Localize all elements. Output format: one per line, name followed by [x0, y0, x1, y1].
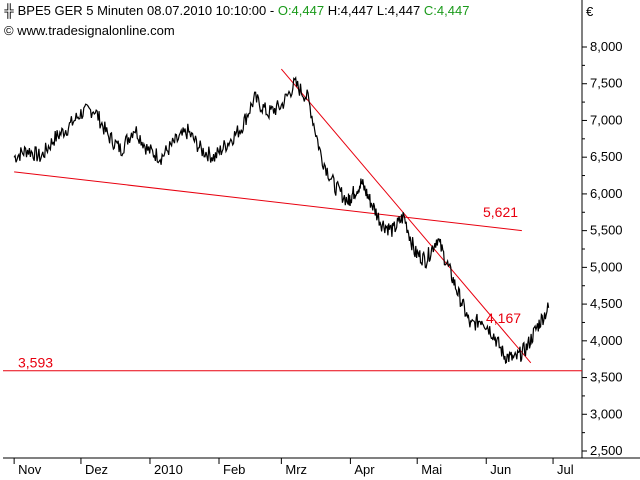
trendline [14, 171, 522, 232]
x-tick-label: Jun [490, 462, 511, 477]
low-value: L:4,447 [376, 3, 421, 18]
y-tick-label: 4,000 [590, 333, 623, 348]
y-tick-label: 8,000 [590, 39, 623, 54]
y-tick-label: 2,500 [590, 443, 623, 458]
x-tick-label: Mai [421, 462, 442, 477]
y-tick-label: 6,000 [590, 186, 623, 201]
price-annotation: 5,621 [483, 204, 518, 220]
y-tick-label: 7,500 [590, 76, 623, 91]
y-tick-label: 7,000 [590, 112, 623, 127]
price-line [13, 76, 550, 365]
open-value: O:4,447 [277, 3, 325, 18]
price-annotation: 3,593 [18, 355, 53, 371]
y-tick-label: 4,500 [590, 296, 623, 311]
x-tick-label: Dez [85, 462, 108, 477]
x-tick-label: Apr [354, 462, 375, 477]
high-value: H:4,447 [327, 3, 374, 18]
x-tick-label: Mrz [285, 462, 307, 477]
symbol-label: BPE5 GER 5 Minuten [17, 3, 144, 18]
currency-symbol: € [586, 4, 594, 19]
y-tick-label: 5,000 [590, 259, 623, 274]
y-tick-label: 3,000 [590, 406, 623, 421]
y-tick-label: 3,500 [590, 370, 623, 385]
watermark: © www.tradesignalonline.com [4, 23, 175, 38]
x-tick-label: 2010 [154, 462, 183, 477]
candle-icon: ╬ [4, 3, 14, 18]
datetime-label: 08.07.2010 10:10:00 [146, 3, 267, 18]
y-tick-label: 5,500 [590, 223, 623, 238]
x-tick-label: Feb [223, 462, 245, 477]
price-annotation: 4,167 [486, 310, 521, 326]
ohlc-separator: - [266, 3, 278, 18]
trendline [280, 68, 532, 364]
y-tick-label: 6,500 [590, 149, 623, 164]
x-tick-label: Nov [18, 462, 42, 477]
close-value: C:4,447 [423, 3, 470, 18]
chart-header: ╬ BPE5 GER 5 Minuten 08.07.2010 10:10:00… [4, 3, 469, 18]
x-tick-label: Jul [557, 462, 574, 477]
